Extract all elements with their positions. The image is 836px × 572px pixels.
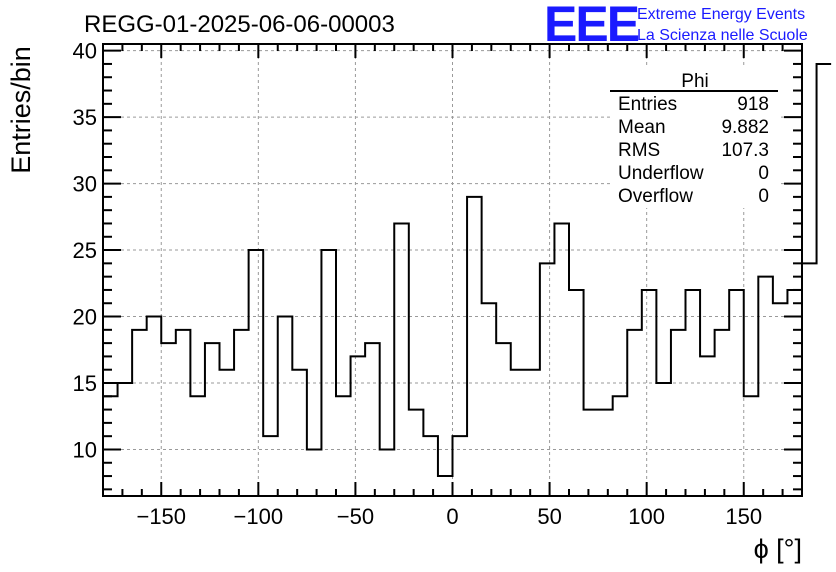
- stats-value: 0: [758, 163, 769, 184]
- histogram-bin: [147, 317, 162, 496]
- histogram-bin: [336, 396, 351, 496]
- y-tick-label: 40: [73, 39, 97, 64]
- histogram-bin: [467, 197, 482, 496]
- y-tick-label: 15: [73, 371, 97, 396]
- logo-line1: Extreme Energy Events: [637, 6, 805, 23]
- histogram-bin: [482, 303, 497, 496]
- histogram-bin: [511, 370, 526, 496]
- histogram-series-line: [103, 62, 832, 478]
- histogram-bin: [118, 383, 133, 496]
- histogram-bin: [569, 290, 584, 496]
- y-tick-label: 35: [73, 105, 97, 130]
- histogram-bin: [365, 343, 380, 496]
- chart-title: REGG-01-2025-06-06-00003: [84, 11, 395, 38]
- histogram-bin: [554, 223, 569, 496]
- stats-label: RMS: [618, 140, 660, 161]
- eee-logo: EEE Extreme Energy Events La Scienza nel…: [544, 0, 808, 52]
- histogram-bin: [744, 396, 759, 496]
- histogram-bin: [220, 370, 235, 496]
- histogram-bin: [103, 396, 118, 496]
- histogram-bin: [351, 356, 366, 496]
- axis-ticks: [102, 44, 803, 496]
- stats-value: 9.882: [721, 117, 769, 138]
- stats-value: 918: [737, 94, 769, 115]
- histogram-bin: [249, 250, 264, 496]
- stats-rows: Entries 918 Mean 9.882 RMS 107.3 Underflow 0 Ove…: [618, 94, 769, 207]
- histogram-bin: [234, 330, 249, 496]
- x-tick-label: 150: [725, 504, 762, 529]
- histogram-bin: [132, 330, 147, 496]
- histogram-bin: [525, 370, 540, 496]
- histogram-bin: [438, 476, 453, 496]
- histogram-bin: [423, 436, 438, 496]
- histogram-bin: [263, 436, 278, 496]
- stats-label: Underflow: [618, 163, 704, 184]
- histogram-bin: [642, 290, 657, 496]
- stats-value: 0: [758, 186, 769, 207]
- stats-value: 107.3: [721, 140, 769, 161]
- y-tick-labels: 10 15 20 25 30 35 40: [73, 39, 97, 463]
- histogram-bin: [700, 356, 715, 496]
- histogram-bin: [671, 330, 686, 496]
- histogram-bin: [394, 223, 409, 496]
- histogram-bin: [321, 250, 336, 496]
- histogram-bin: [584, 410, 599, 496]
- histogram-bin: [409, 410, 424, 496]
- histogram-bin: [802, 263, 817, 496]
- histogram-bin: [598, 410, 613, 496]
- histogram-bin: [453, 436, 468, 496]
- y-tick-label: 30: [73, 172, 97, 197]
- histogram-bin: [715, 330, 730, 496]
- histogram-bin: [729, 290, 744, 496]
- histogram-bin: [613, 396, 628, 496]
- y-tick-label: 10: [73, 437, 97, 462]
- logo-line2: La Scienza nelle Scuole: [637, 27, 808, 44]
- y-axis-title: Entries/bin: [6, 46, 36, 174]
- histogram-bin: [292, 370, 307, 496]
- histogram-bin: [380, 449, 395, 496]
- histogram-bin: [686, 290, 701, 496]
- x-tick-label: 100: [628, 504, 665, 529]
- x-tick-labels: −150 −100 −50 0 50 100 150: [136, 504, 762, 529]
- stats-box-background: [610, 66, 778, 208]
- y-tick-label: 25: [73, 238, 97, 263]
- x-tick-label: −100: [234, 504, 284, 529]
- x-axis-title: ϕ [°]: [754, 534, 802, 564]
- histogram-bin: [758, 277, 773, 496]
- histogram-bin: [205, 343, 220, 496]
- histogram-bin: [307, 449, 322, 496]
- histogram-bin: [496, 343, 511, 496]
- y-tick-label: 20: [73, 305, 97, 330]
- x-tick-label: −150: [136, 504, 186, 529]
- stats-box: Phi Entries 918 Mean 9.882 RMS 107.3 Underflow…: [610, 66, 778, 208]
- stats-label: Mean: [618, 117, 666, 138]
- stats-title: Phi: [681, 71, 708, 92]
- x-tick-label: 0: [446, 504, 458, 529]
- x-tick-label: 50: [537, 504, 561, 529]
- histogram-bin: [787, 290, 802, 496]
- histogram-bin: [773, 303, 788, 496]
- histogram-bin: [627, 330, 642, 496]
- histogram-bin: [278, 317, 293, 496]
- histogram-bin: [817, 64, 832, 496]
- histogram-bin: [176, 330, 191, 496]
- histogram-bin: [161, 343, 176, 496]
- histogram-bin: [540, 263, 555, 496]
- stats-label: Entries: [618, 94, 677, 115]
- histogram-bin: [656, 383, 671, 496]
- stats-label: Overflow: [618, 186, 693, 207]
- x-tick-label: −50: [337, 504, 374, 529]
- histogram-bin: [190, 396, 205, 496]
